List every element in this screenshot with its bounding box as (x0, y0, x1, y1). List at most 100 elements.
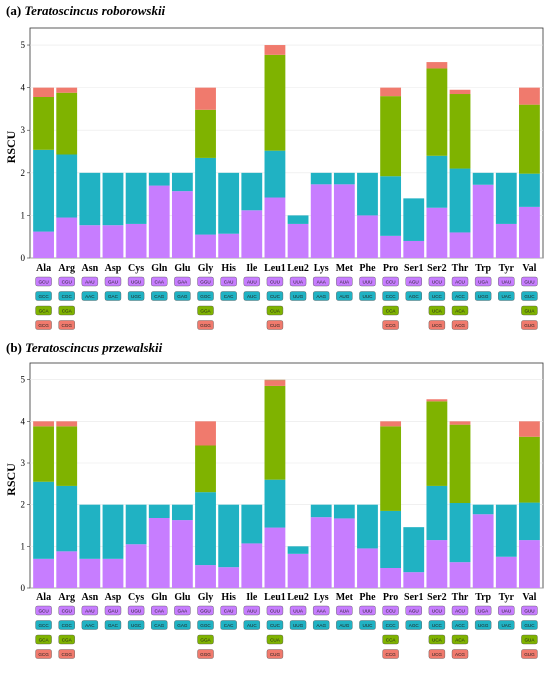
codon-chip (521, 305, 538, 316)
codon-chip (266, 649, 284, 659)
codon-label: CCC (386, 623, 397, 628)
codon-chip (127, 620, 145, 630)
codon-chip (58, 605, 75, 616)
codon-label: GUC (524, 623, 535, 628)
x-tick-label: Gly (198, 592, 214, 603)
x-tick-label: Val (522, 592, 536, 603)
bar-segment-val-gug (519, 421, 540, 437)
codon-chip (428, 291, 446, 301)
codon-chip (451, 605, 469, 616)
codon-label: CGA (62, 308, 73, 313)
codon-chip (266, 620, 284, 630)
codon-label: GGA (200, 637, 211, 642)
codon-chip (521, 320, 538, 330)
bar-segment-met-aug (333, 504, 355, 519)
codon-label: CGG (61, 652, 72, 657)
bar-segment-arg-cgu (56, 217, 78, 258)
codon-chip (474, 276, 492, 287)
codon-label: GAU (108, 608, 118, 613)
codon-label: CUG (270, 323, 281, 328)
codon-chip (197, 634, 214, 645)
bar-segment-tyr-uac (495, 172, 517, 224)
bar-segment-arg-cgg (56, 87, 78, 93)
bar-segment-his-cau (218, 233, 240, 258)
codon-label: UCA (432, 637, 443, 642)
codon-chip (336, 276, 353, 287)
codon-chip (498, 291, 515, 301)
x-tick-label: Leu1 (264, 263, 286, 274)
codon-chip (451, 634, 469, 645)
codon-chip (243, 276, 260, 287)
codon-label: UCC (432, 294, 443, 299)
codon-chip (428, 605, 446, 616)
codon-chip (35, 649, 52, 659)
bar-segment-val-guu (519, 540, 540, 588)
bar-segment-val-gug (519, 87, 540, 105)
codon-label: AUC (247, 623, 257, 628)
codon-chip (197, 291, 214, 301)
codon-label: CGA (62, 637, 73, 642)
x-tick-label: Leu1 (264, 592, 286, 603)
x-tick-label: Gly (198, 263, 214, 274)
codon-label: AGC (409, 294, 420, 299)
bar-segment-glu-gaa (171, 520, 193, 588)
chart-panel-b: (b) Teratoscincus przewalskii 0 1 2 3 4 5 RSCU A… (4, 340, 544, 659)
y-tick-label: 3 (21, 458, 26, 468)
codon-label: GCA (39, 637, 50, 642)
codon-chip (81, 276, 99, 287)
x-tick-label: Glu (174, 263, 191, 274)
bar-segment-pro-ccc (380, 176, 402, 236)
codon-chip (336, 605, 353, 616)
bar-segment-thr-acu (449, 232, 471, 258)
x-tick-label: Cys (128, 263, 144, 274)
x-tick-label: Lys (314, 592, 329, 603)
codon-label: UUC (363, 294, 374, 299)
bar-segment-phe-uuu (357, 215, 378, 258)
codon-chip (174, 620, 191, 630)
codon-chip (35, 305, 52, 316)
x-tick-label: Phe (359, 263, 376, 274)
codon-label: GCG (38, 652, 49, 657)
codon-label: CAG (154, 623, 164, 628)
codon-chip (498, 620, 515, 630)
codon-label: GCA (39, 308, 50, 313)
codon-label: AGC (409, 623, 420, 628)
codon-chip (197, 605, 214, 616)
codon-chip (243, 605, 260, 616)
y-tick-label: 1 (21, 210, 26, 220)
bar-segment-met-aua (333, 518, 355, 588)
codon-label: CAC (224, 294, 234, 299)
x-tick-label: Gln (151, 592, 168, 603)
chart-title-label: (a) (6, 3, 24, 18)
codon-label: UCU (432, 608, 442, 613)
codon-chip (58, 320, 75, 330)
x-tick-label: Tyr (499, 263, 515, 274)
codon-chip (174, 291, 191, 301)
bar-segment-val-guu (519, 206, 540, 258)
codon-label: GUG (524, 652, 535, 657)
codon-label: AAG (316, 623, 326, 628)
codon-chip (266, 276, 284, 287)
bar-segment-ser2-uca (426, 401, 448, 486)
bar-segment-pro-ccg (380, 87, 402, 97)
bar-segment-his-cac (218, 504, 240, 568)
chart-title-species: Teratoscincus przewalskii (25, 340, 163, 355)
codon-label: AAU (85, 279, 94, 284)
codon-label: GCC (38, 294, 49, 299)
bar-segment-thr-acg (449, 421, 471, 425)
y-tick-label: 4 (21, 83, 26, 93)
codon-label: CAA (155, 279, 165, 284)
codon-label: GUG (524, 323, 535, 328)
codon-chip (474, 620, 492, 630)
codon-chip (382, 605, 399, 616)
codon-label: AAU (85, 608, 94, 613)
codon-chip (382, 649, 399, 659)
codon-chip (289, 291, 307, 301)
bar-segment-pro-ccg (380, 421, 402, 427)
bar-segment-trp-ugg (472, 172, 494, 185)
x-tick-label: Phe (359, 592, 376, 603)
bar-segment-met-aug (333, 172, 355, 185)
x-tick-label: Trp (475, 592, 491, 603)
codon-label: UUA (293, 608, 304, 613)
